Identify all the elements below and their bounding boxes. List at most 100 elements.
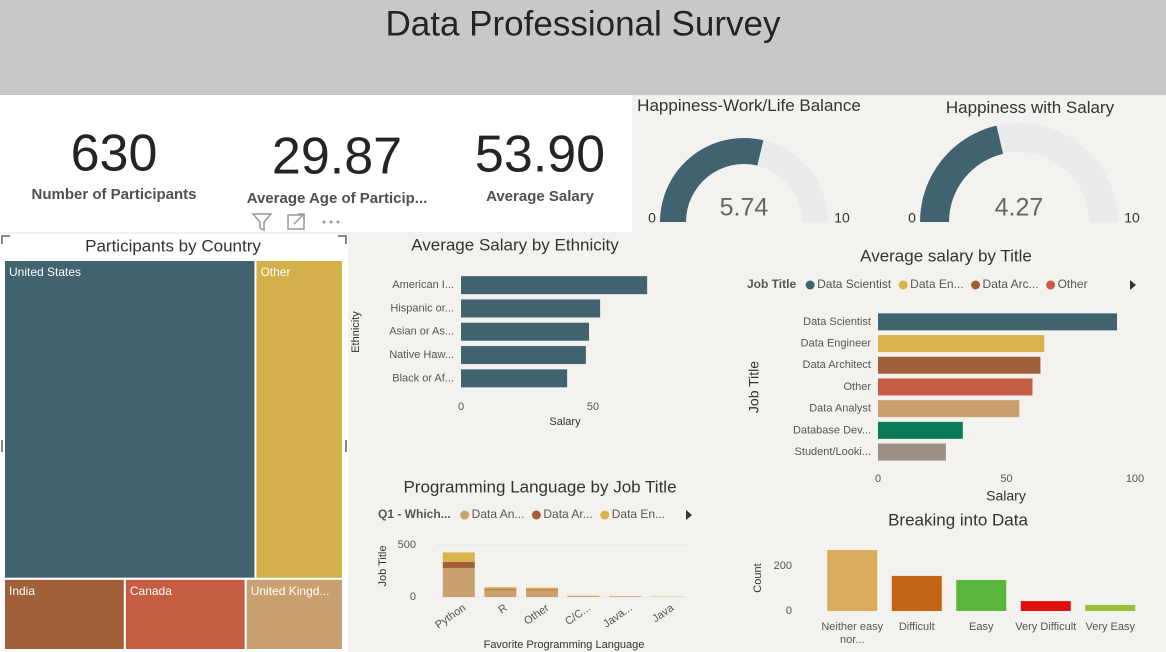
bar-segment: [442, 552, 475, 562]
x-tick-label: 50: [1000, 473, 1012, 485]
x-tick-label-box: Neither easy nor...: [821, 621, 884, 646]
legend-marker: [898, 280, 908, 290]
x-tick-label: Neither easy nor...: [821, 621, 884, 646]
treemap-label: Other: [260, 265, 290, 279]
x-tick-label: 50: [587, 401, 599, 413]
card-value: 53.90: [475, 126, 605, 184]
x-tick-label: R: [496, 602, 509, 616]
x-tick-label: C/C...: [563, 602, 593, 628]
dot: [322, 220, 326, 224]
bar: [878, 378, 1033, 396]
bar: [878, 443, 946, 461]
bar: [461, 322, 590, 341]
chart-title: Breaking into Data: [888, 510, 1028, 529]
bar-segment: [526, 587, 558, 590]
gauge-value: 5.74: [720, 194, 769, 222]
legend-label: Data En...: [910, 277, 963, 291]
gauge-min: 0: [648, 210, 656, 226]
bar: [878, 335, 1045, 353]
treemap-label: Canada: [130, 584, 172, 598]
corner: [1, 235, 10, 244]
y-tick-label: Data Architect: [803, 359, 871, 371]
y-tick-label: 200: [774, 560, 792, 572]
y-tick-label: Asian or As...: [389, 326, 454, 338]
legend-marker: [531, 510, 541, 520]
chart-title: Programming Language by Job Title: [403, 477, 676, 496]
x-tick-label-box: Easy: [969, 621, 994, 633]
legend-marker: [460, 510, 470, 520]
legend-label: Data Arc...: [983, 277, 1039, 291]
y-tick-label: Hispanic or...: [390, 302, 454, 314]
bar: [1020, 601, 1071, 611]
focus-icon[interactable]: [287, 214, 305, 230]
treemap-label: India: [9, 584, 35, 598]
legend-label: Data An...: [472, 507, 525, 521]
x-tick-label: Difficult: [898, 621, 935, 633]
y-tick-label: American I...: [392, 279, 454, 291]
gauge-value-arc: [660, 137, 764, 222]
card-label: Average Salary: [486, 188, 595, 205]
bar-segment: [442, 567, 475, 597]
bar: [878, 400, 1020, 418]
bar: [461, 276, 648, 295]
legend-label: Data Ar...: [543, 507, 592, 521]
bar-segment: [484, 588, 517, 590]
dashboard-title: Data Professional Survey: [386, 4, 781, 43]
bar: [878, 421, 963, 439]
x-tick-label: Very Difficult: [1015, 621, 1077, 633]
y-tick-label: Data Analyst: [809, 403, 871, 415]
y-axis-label: Job Title: [377, 546, 389, 587]
y-axis-label: Count: [752, 563, 764, 592]
bar: [891, 575, 942, 611]
bar: [461, 346, 586, 365]
treemap-cell: [3, 577, 126, 651]
treemap-cell: [3, 259, 257, 580]
y-tick-label: Data Scientist: [803, 316, 871, 328]
cards-panel: [0, 95, 632, 232]
legend-label: Data En...: [612, 507, 665, 521]
legend-marker: [805, 280, 815, 290]
legend-title: Q1 - Which...: [378, 507, 451, 521]
y-tick-label: Black or Af...: [392, 372, 454, 384]
x-tick-label: Very Easy: [1085, 621, 1136, 633]
gauge-value: 4.27: [995, 194, 1044, 222]
bar: [461, 299, 601, 318]
treemap-label: United States: [9, 265, 81, 279]
treemap-cell: [254, 259, 344, 580]
chart-title: Participants by Country: [85, 236, 261, 255]
y-tick-label: Other: [843, 381, 871, 393]
y-tick-label: 0: [410, 591, 416, 603]
legend-scroll[interactable]: [686, 510, 692, 520]
x-tick-label: 100: [1126, 473, 1144, 485]
more-icon[interactable]: [322, 220, 340, 224]
legend-marker: [1046, 280, 1056, 290]
gauge-title: Happiness with Salary: [945, 98, 1115, 117]
card-label: Number of Participants: [31, 186, 196, 203]
bar-segment: [567, 596, 600, 597]
x-tick-label: Other: [522, 602, 552, 628]
chart-title: Average Salary by Ethnicity: [411, 235, 619, 254]
y-tick-label: Student/Looki...: [795, 446, 871, 458]
x-axis-label: Salary: [986, 488, 1026, 504]
dot: [336, 220, 340, 224]
legend-scroll[interactable]: [1130, 280, 1136, 290]
bar: [1085, 604, 1136, 611]
bar-segment: [442, 561, 475, 568]
gauge-max: 10: [1124, 210, 1140, 226]
x-tick-label-box: Difficult: [898, 621, 935, 633]
x-tick-label: Java...: [601, 602, 634, 630]
bar-segment: [526, 590, 558, 597]
card-label: Average Age of Particip...: [247, 190, 428, 207]
bar-segment: [484, 587, 517, 589]
y-axis-label: Job Title: [746, 361, 762, 413]
filter-icon[interactable]: [251, 213, 273, 232]
bar: [827, 550, 878, 611]
bar: [878, 313, 1118, 331]
y-tick-label: 500: [398, 539, 416, 551]
header-band: [0, 0, 1166, 95]
legend-marker: [600, 510, 610, 520]
focus-arrow: [293, 213, 305, 225]
x-tick-label: Easy: [969, 621, 994, 633]
dot: [329, 220, 333, 224]
